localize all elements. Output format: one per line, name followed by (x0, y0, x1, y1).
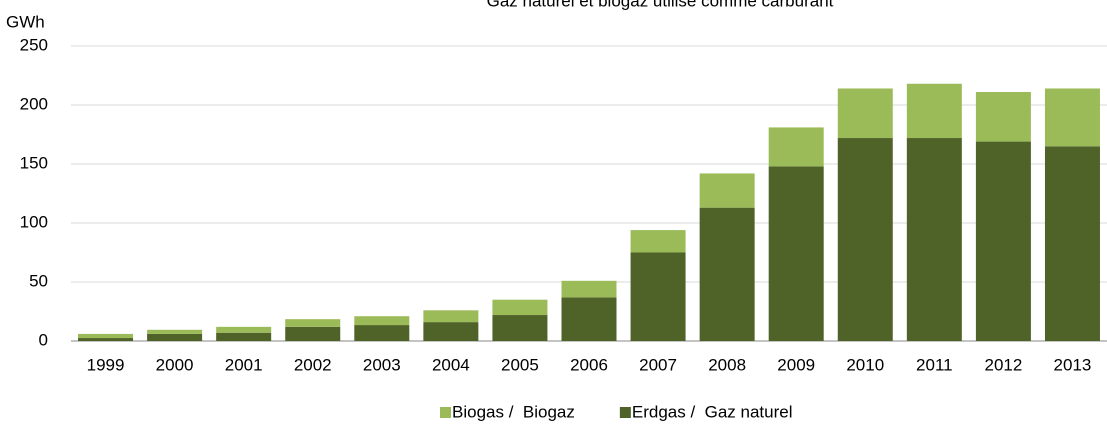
x-tick-label: 2002 (294, 355, 332, 374)
bar-segment (630, 252, 686, 341)
bar-segment (975, 92, 1031, 142)
chart-title: Gaz naturel et biogaz utilisé comme carb… (487, 0, 834, 10)
bar-segment (216, 326, 272, 333)
bar-segment (975, 141, 1031, 341)
bar-segment (699, 173, 755, 208)
bar-segment (285, 326, 341, 341)
x-tick-label: 2010 (846, 355, 884, 374)
x-tick-label: 2000 (156, 355, 194, 374)
legend-label: Erdgas / Gaz naturel (632, 402, 793, 421)
bar-segment (837, 88, 893, 139)
bar-segment (147, 333, 203, 341)
bar-segment (768, 166, 824, 341)
bar-segment (423, 310, 479, 323)
bar-segment (492, 315, 548, 341)
bar-segment (561, 280, 617, 298)
x-tick-label: 2005 (501, 355, 539, 374)
x-tick-label: 1999 (87, 355, 125, 374)
bar-segment (1044, 88, 1100, 147)
bar-segment (216, 332, 272, 341)
bar-segment (354, 316, 410, 326)
bar-segment (492, 299, 548, 316)
x-tick-label: 2011 (916, 355, 953, 374)
x-tick-label: 2004 (432, 355, 470, 374)
legend-swatch (440, 407, 451, 418)
y-tick-label: 250 (20, 35, 48, 54)
y-tick-label: 100 (20, 212, 48, 231)
x-tick-label: 2001 (225, 355, 263, 374)
y-tick-label: 200 (20, 94, 48, 113)
bar-segment (768, 127, 824, 167)
x-tick-label: 2009 (777, 355, 815, 374)
x-tick-label: 2008 (708, 355, 746, 374)
y-tick-label: 50 (29, 271, 48, 290)
bar-segment (354, 325, 410, 341)
bar-segment (1044, 146, 1100, 341)
x-tick-label: 2003 (363, 355, 401, 374)
bar-segment (837, 138, 893, 341)
legend-swatch (619, 407, 631, 418)
bar-segment (906, 83, 962, 139)
y-axis-label: GWh (6, 12, 45, 31)
bar-segment (285, 319, 341, 327)
x-tick-label: 2007 (639, 355, 677, 374)
x-tick-label: 2006 (570, 355, 608, 374)
bar-segment (423, 322, 479, 341)
bar-segment (78, 338, 134, 341)
y-tick-label: 0 (39, 330, 48, 349)
bar-segment (906, 138, 962, 341)
bar-segment (699, 207, 755, 341)
x-tick-label: 2012 (984, 355, 1022, 374)
bar-segment (78, 333, 134, 339)
bar-segment (630, 230, 686, 253)
legend-label: Biogas / Biogaz (452, 402, 575, 421)
y-tick-label: 150 (20, 153, 48, 172)
bar-segment (147, 329, 203, 334)
bar-segment (561, 297, 617, 341)
x-tick-label: 2013 (1054, 355, 1092, 374)
